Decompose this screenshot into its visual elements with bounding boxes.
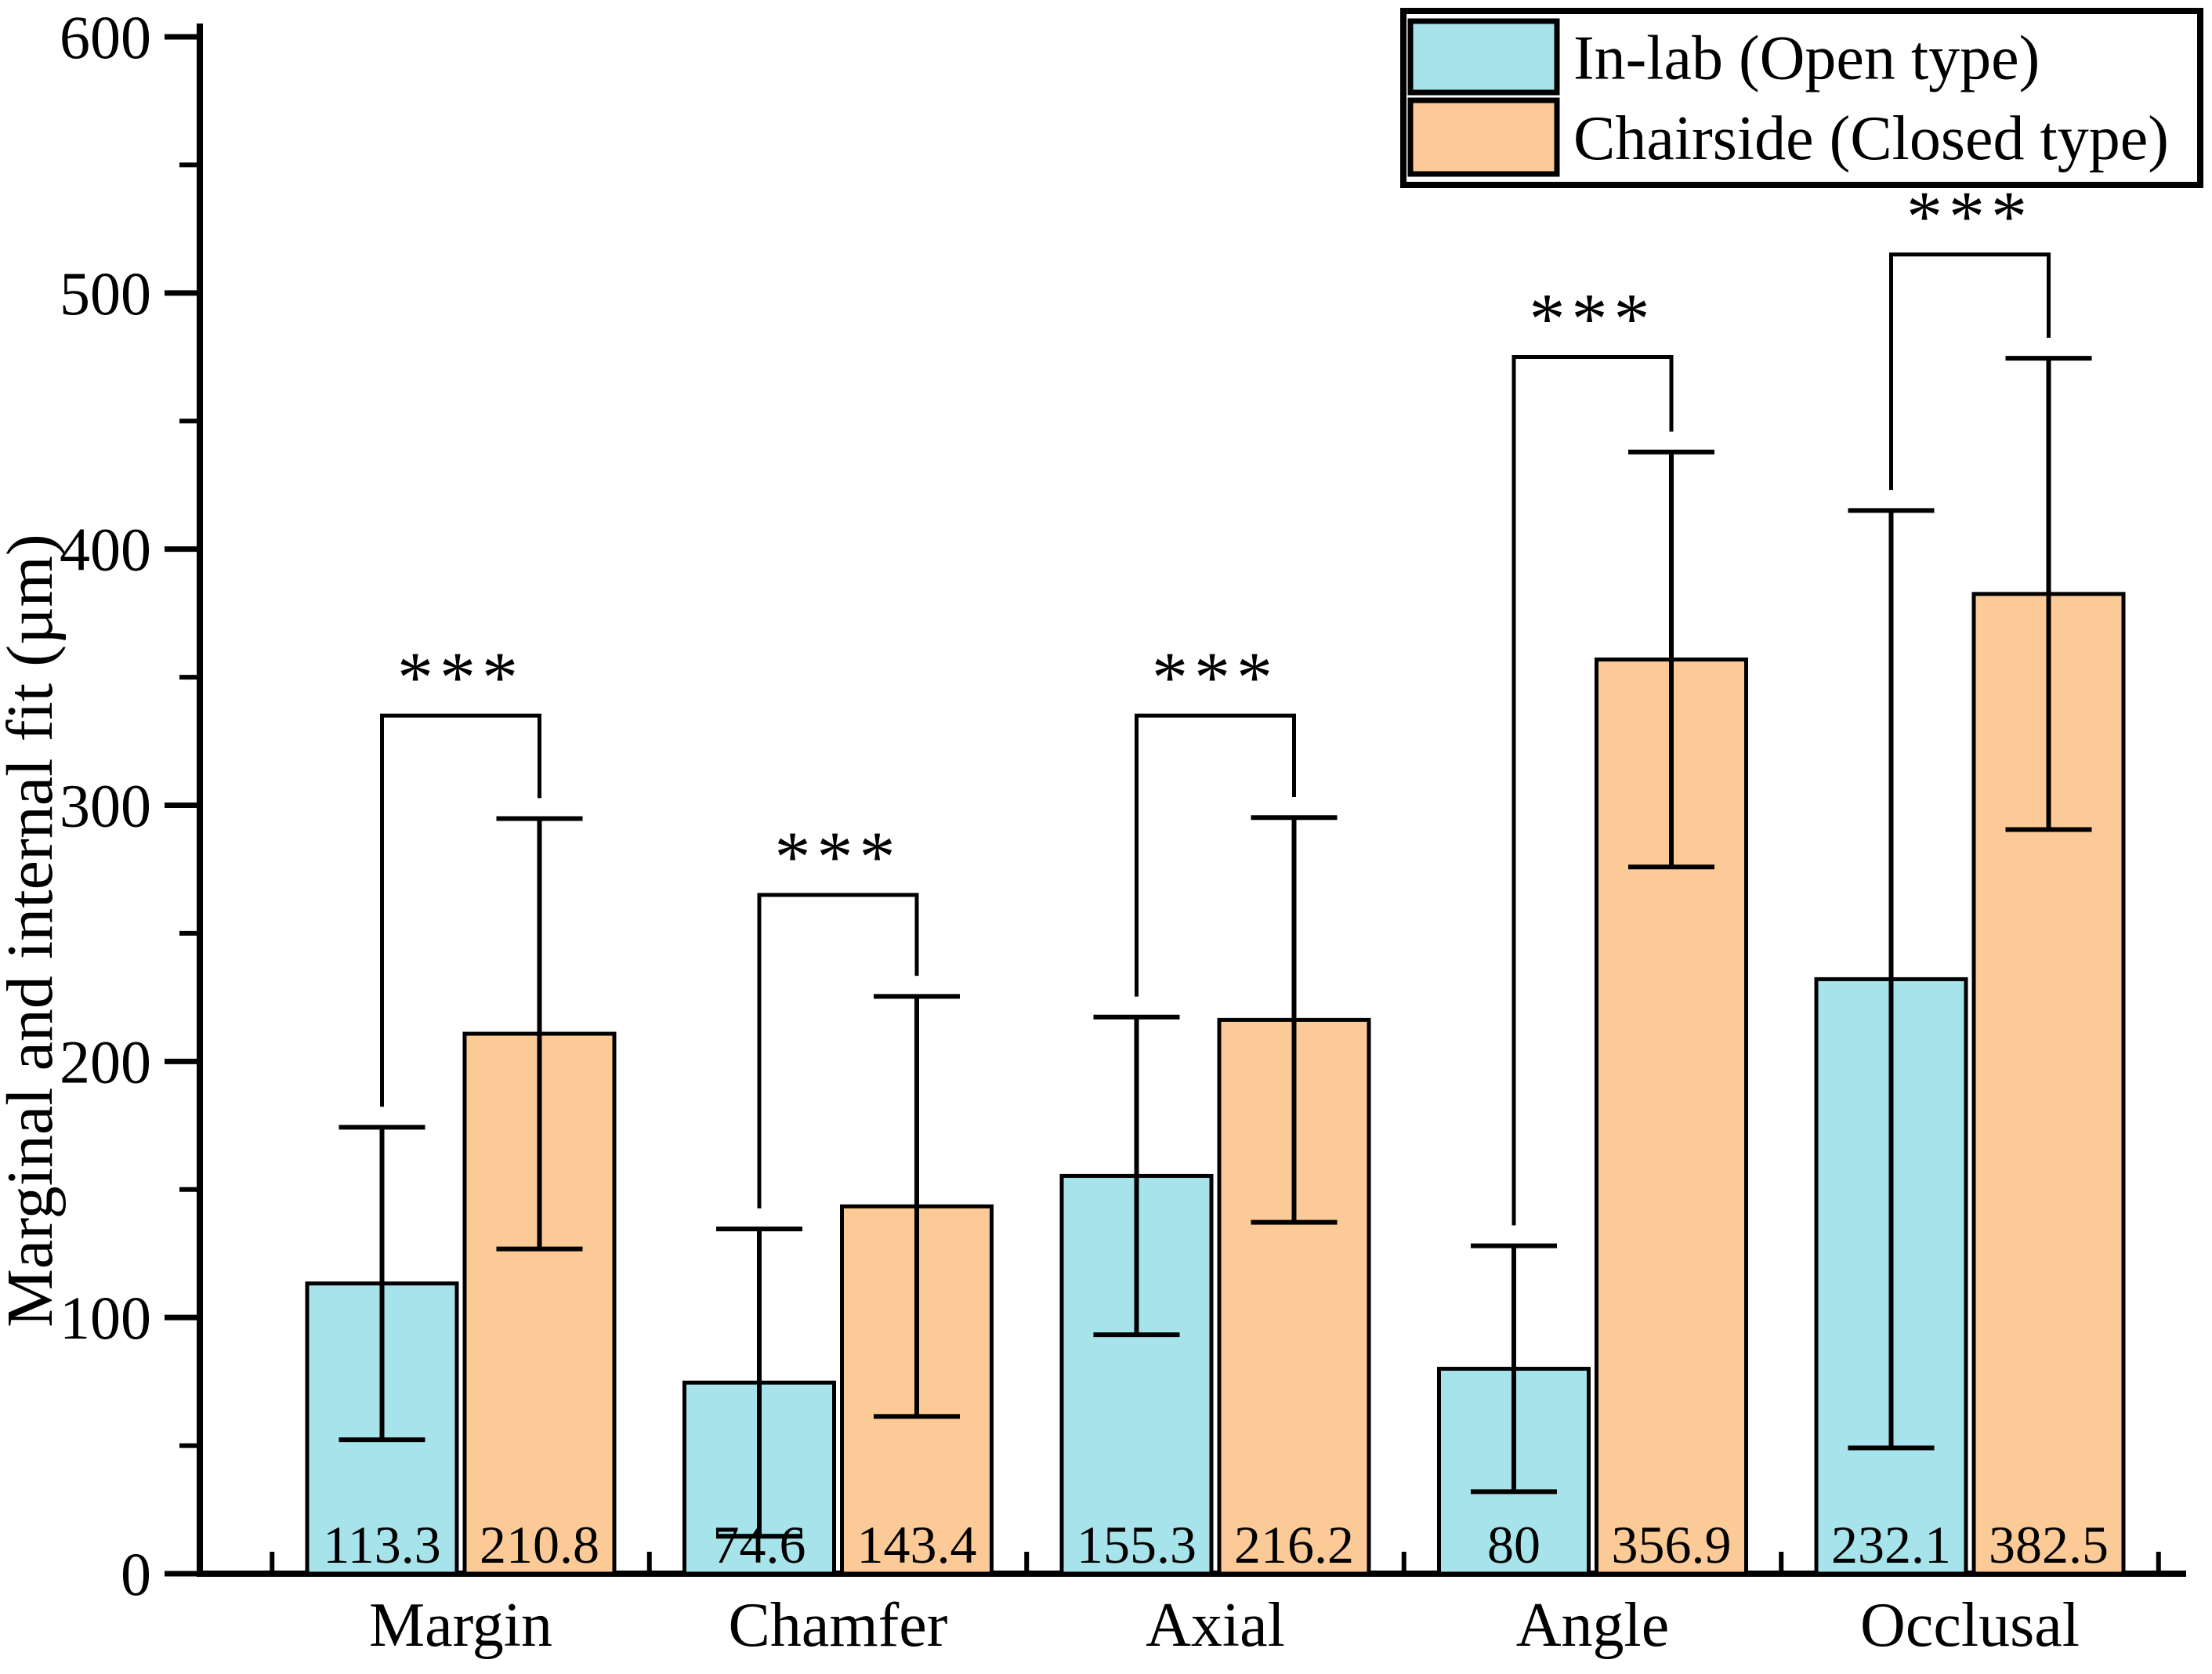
bar-value-label-inlab-occlusal: 232.1 [1831,1515,1951,1574]
significance-stars-axial: *** [1152,637,1279,717]
bar-value-label-chairside-angle: 356.9 [1612,1515,1732,1574]
bar-value-label-chairside-occlusal: 382.5 [1989,1515,2109,1574]
legend-swatch-inlab [1407,18,1560,96]
significance-stars-angle: *** [1530,279,1656,359]
significance-bracket-margin [380,713,541,1107]
y-axis-tick-label: 300 [60,772,151,840]
y-axis-tick-label: 500 [60,259,151,328]
legend-label-inlab: In-lab (Open type) [1573,24,2040,93]
significance-stars-occlusal: *** [1906,176,2033,256]
x-axis-category-label: Chamfer [729,1591,948,1660]
x-axis-category-label: Angle [1516,1591,1670,1660]
y-axis-tick-label: 0 [121,1540,151,1608]
x-axis-category-label: Occlusal [1860,1591,2080,1660]
significance-bracket-chamfer [757,893,919,1208]
bar-value-label-chairside-margin: 210.8 [480,1515,599,1574]
legend-label-chairside: Chairside (Closed type) [1573,104,2169,173]
bar-value-label-inlab-axial: 155.3 [1077,1515,1197,1574]
y-axis-title: Marginal and internal fit (µm) [0,534,67,1328]
y-axis-tick-label: 100 [60,1284,151,1352]
significance-bracket-occlusal [1889,252,2051,491]
legend-swatch-chairside [1407,97,1560,177]
significance-bracket-angle [1511,355,1674,1226]
y-axis-tick-label: 400 [60,516,151,584]
y-axis-tick-label: 600 [60,3,151,71]
y-axis-tick-label: 200 [60,1027,151,1096]
bar-value-label-inlab-margin: 113.3 [323,1515,440,1574]
bar-value-label-chairside-chamfer: 143.4 [857,1515,977,1574]
bar-value-label-inlab-angle: 80 [1487,1515,1540,1574]
significance-stars-chamfer: *** [775,817,902,897]
significance-bracket-axial [1135,713,1296,997]
bar-value-label-chairside-axial: 216.2 [1234,1515,1354,1574]
significance-stars-margin: *** [397,637,524,717]
x-axis-category-label: Axial [1146,1591,1285,1660]
x-axis-category-label: Margin [369,1591,552,1660]
